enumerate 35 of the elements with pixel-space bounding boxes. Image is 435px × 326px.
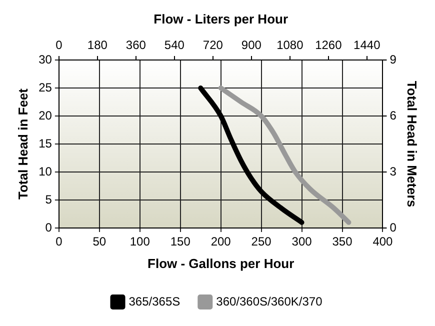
x2-axis-title: Flow - Liters per Hour (154, 11, 288, 26)
x-tick-label: 100 (130, 234, 150, 249)
x-tick-label: 300 (292, 234, 312, 249)
x2-tick-label: 1260 (315, 38, 342, 52)
x2-tick-label: 0 (56, 38, 63, 52)
x2-tick-label: 360 (126, 38, 146, 52)
x2-tick-label: 1080 (276, 38, 304, 52)
y-tick-label: 25 (38, 80, 52, 94)
y-tick-label: 30 (38, 52, 52, 66)
x2-tick-label: 720 (202, 38, 224, 52)
x2-tick-label: 540 (164, 38, 185, 52)
x-axis-title: Flow - Gallons per Hour (148, 256, 294, 271)
legend-label: 365/365S (128, 294, 180, 308)
y2-tick-label: 6 (390, 108, 397, 122)
x2-tick-label: 180 (87, 38, 108, 52)
y-tick-label: 5 (45, 192, 52, 206)
x-tick-label: 250 (251, 234, 272, 249)
y-tick-label: 20 (38, 108, 52, 122)
x-tick-label: 150 (170, 234, 191, 249)
y-tick-label: 15 (38, 136, 52, 150)
y2-axis-title: Total Head in Meters (404, 80, 420, 208)
y-axis-title: Total Head in Feet (15, 88, 30, 200)
y2-tick-label: 3 (390, 164, 397, 178)
x-tick-label: 0 (56, 234, 63, 249)
legend-label: 360/360S/360K/370 (216, 294, 323, 308)
x2-tick-label: 900 (241, 38, 262, 52)
y2-tick-label: 0 (390, 220, 397, 234)
x-tick-label: 350 (332, 234, 353, 249)
x2-tick-label: 1440 (354, 38, 381, 52)
x-tick-label: 200 (210, 234, 232, 249)
y2-tick-label: 9 (390, 52, 397, 66)
y-tick-label: 10 (38, 164, 52, 178)
x-tick-label: 50 (92, 234, 106, 249)
x-tick-label: 400 (372, 234, 394, 249)
y-tick-label: 0 (45, 220, 52, 234)
